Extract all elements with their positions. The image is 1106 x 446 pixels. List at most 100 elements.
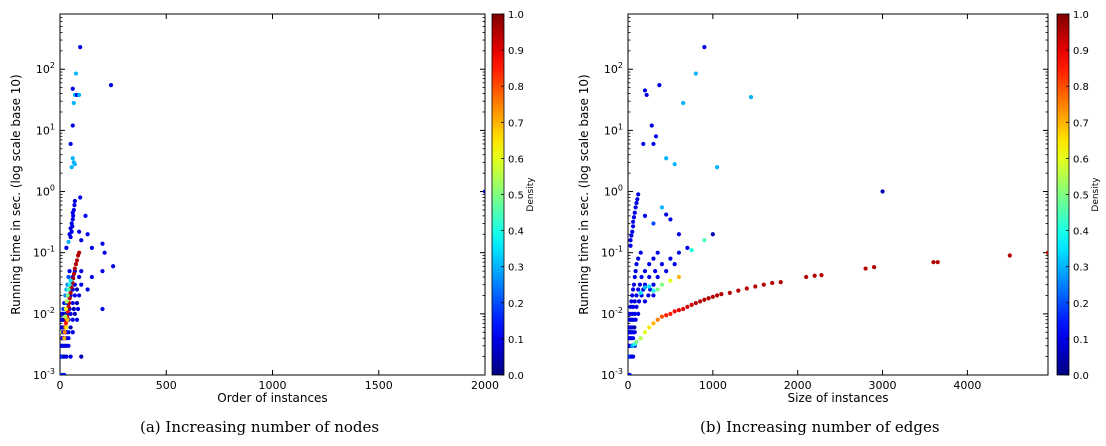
- data-point: [74, 258, 80, 263]
- data-point: [639, 274, 644, 280]
- data-point: [635, 197, 640, 202]
- data-point: [685, 245, 690, 250]
- data-point: [649, 123, 654, 128]
- data-point: [702, 238, 707, 243]
- data-point: [710, 232, 715, 237]
- y-tick-label: 10-1: [601, 245, 623, 260]
- data-point: [685, 304, 690, 309]
- figure-canvas: 0 500 1000 1500 200010-310-210-1100101102Ord…: [9, 10, 1101, 405]
- data-point: [70, 86, 75, 91]
- data-point: [71, 213, 76, 218]
- data-point: [664, 156, 669, 161]
- y-tick-label: 10-2: [601, 306, 623, 321]
- caption-b: (b) Increasing number of edges: [700, 418, 940, 436]
- data-point: [672, 162, 677, 167]
- y-tick-label: 10-3: [601, 367, 623, 382]
- data-point: [770, 280, 775, 286]
- data-point: [72, 203, 77, 208]
- data-point: [630, 287, 636, 292]
- data-point: [651, 256, 656, 261]
- data-point: [632, 311, 637, 316]
- data-point: [681, 100, 686, 106]
- data-point: [636, 299, 642, 304]
- y-tick-label: 102: [36, 61, 55, 76]
- data-point: [642, 330, 648, 335]
- data-point: [655, 317, 660, 322]
- data-point: [753, 284, 758, 289]
- chart-panel-b: 0 1000 2000 3000 4000 10-3 10-2 10-1 100 101 102 Si…: [577, 10, 1101, 405]
- colorbar-tick-label: 1.0: [508, 10, 524, 21]
- colorbar-tick-label: 0.4: [508, 227, 524, 238]
- data-point: [62, 372, 67, 375]
- data-point: [880, 189, 885, 194]
- data-point: [63, 321, 69, 326]
- data-point: [676, 232, 682, 237]
- data-point: [67, 269, 72, 274]
- data-point: [71, 306, 76, 312]
- data-point: [79, 238, 84, 243]
- data-point: [630, 336, 636, 341]
- data-point: [664, 269, 669, 274]
- data-point: [74, 287, 80, 292]
- y-tick-label: 101: [36, 122, 55, 137]
- data-point: [108, 83, 114, 88]
- y-tick-label: 100: [36, 184, 55, 199]
- x-tick-label: 1500: [365, 379, 393, 392]
- data-point: [77, 293, 82, 298]
- data-point: [702, 297, 707, 302]
- data-point: [636, 256, 641, 261]
- data-point: [70, 330, 75, 335]
- data-point: [482, 189, 485, 194]
- data-points: [60, 45, 485, 375]
- data-point: [64, 299, 69, 304]
- data-point: [79, 269, 84, 274]
- data-point: [628, 243, 633, 248]
- data-point: [719, 292, 724, 297]
- data-point: [651, 141, 656, 147]
- data-point: [634, 304, 639, 309]
- data-point: [633, 317, 638, 322]
- chart-panel-a: 0 500 1000 1500 2000 10-3 10-2 10-1 100 101 102 Ord…: [9, 10, 536, 405]
- data-point: [659, 205, 665, 210]
- x-tick-label: 4000: [953, 379, 981, 392]
- data-point: [66, 330, 71, 335]
- colorbar-tick-label: 0.9: [1073, 46, 1089, 57]
- y-axis-label: Running time in sec. (log scale base 10): [577, 74, 591, 314]
- data-point: [69, 229, 74, 234]
- data-point: [632, 299, 637, 304]
- plot-area: [59, 13, 486, 376]
- data-point: [647, 325, 652, 330]
- colorbar-label: Density: [526, 177, 536, 212]
- data-point: [659, 262, 665, 267]
- data-point: [653, 134, 659, 139]
- data-point: [659, 282, 665, 287]
- data-point: [62, 330, 67, 335]
- data-point: [85, 232, 90, 237]
- data-point: [65, 317, 70, 322]
- data-point: [636, 192, 641, 197]
- data-point: [631, 215, 637, 220]
- data-point: [68, 141, 73, 147]
- data-point: [727, 290, 732, 296]
- data-point: [74, 317, 80, 322]
- x-axis-label: Order of instances: [217, 391, 327, 405]
- colorbar-tick-label: 0.8: [508, 82, 524, 93]
- data-point: [111, 264, 116, 269]
- colorbar-tick-label: 0.0: [508, 371, 524, 382]
- data-point: [642, 88, 648, 93]
- colorbar-tick-label: 0.5: [508, 191, 524, 202]
- data-point: [668, 278, 673, 283]
- data-point: [681, 306, 686, 312]
- colorbar-tick-label: 0.3: [1073, 263, 1089, 274]
- data-point: [100, 269, 105, 274]
- data-point: [634, 262, 639, 267]
- data-point: [714, 165, 720, 170]
- data-point: [70, 317, 75, 322]
- data-point: [630, 219, 636, 224]
- data-point: [702, 45, 707, 50]
- x-tick-label: 2000: [784, 379, 812, 392]
- data-point: [672, 309, 677, 314]
- data-point: [72, 311, 77, 316]
- data-point: [73, 262, 79, 267]
- data-point: [77, 92, 82, 98]
